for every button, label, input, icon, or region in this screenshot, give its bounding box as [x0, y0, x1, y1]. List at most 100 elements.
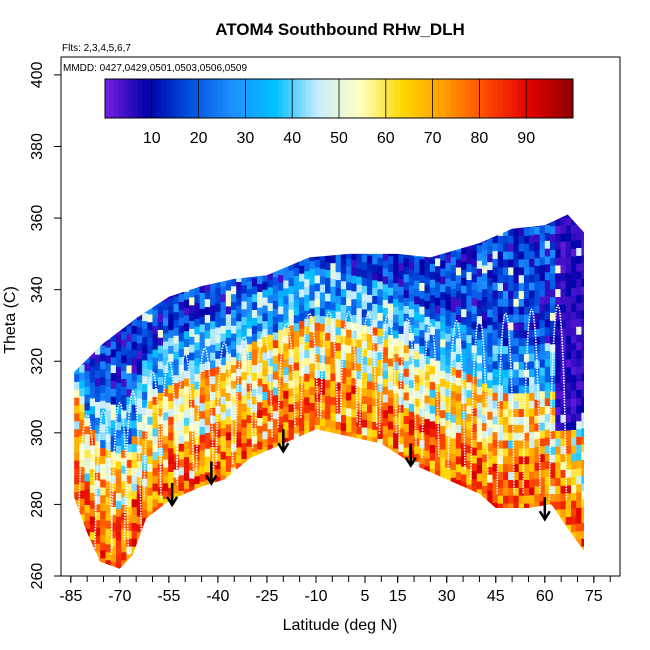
heatmap-cell — [173, 406, 180, 415]
heatmap-cell — [126, 380, 133, 390]
heatmap-cell — [508, 282, 514, 291]
heatmap-cell — [314, 361, 321, 370]
heatmap-cell — [571, 382, 577, 391]
heatmap-cell — [74, 357, 80, 367]
heatmap-cell — [115, 382, 122, 391]
heatmap-cell — [210, 336, 216, 345]
flight-track — [215, 342, 234, 466]
heatmap-cell — [555, 453, 562, 463]
heatmap-cell — [581, 412, 584, 421]
heatmap-cell — [288, 301, 295, 310]
heatmap-cell — [215, 413, 222, 422]
heatmap-cell — [534, 454, 541, 463]
heatmap-cell — [262, 273, 269, 282]
heatmap-cell — [204, 440, 211, 449]
heatmap-cell — [450, 374, 457, 384]
heatmap-cell — [220, 388, 227, 397]
heatmap-cell — [581, 262, 584, 271]
colorbar-segment — [470, 79, 476, 118]
heatmap-cell — [377, 249, 384, 258]
heatmap-cell — [440, 472, 446, 482]
heatmap-cell — [272, 426, 279, 435]
heatmap-cell — [560, 516, 567, 526]
heatmap-cell — [351, 432, 358, 441]
heatmap-cell — [534, 273, 541, 282]
heatmap-cell — [424, 292, 431, 301]
heatmap-cell — [539, 477, 546, 486]
heatmap-cell — [183, 377, 190, 387]
heatmap-cell — [581, 223, 584, 232]
heatmap-cell — [89, 350, 96, 359]
heatmap-cell — [121, 449, 127, 458]
heatmap-cell — [508, 353, 514, 362]
heatmap-cell — [440, 362, 446, 371]
heatmap-cell — [178, 458, 185, 468]
x-tick-label: -10 — [304, 588, 327, 605]
heatmap-cell — [278, 258, 284, 268]
heatmap-cell — [581, 530, 584, 539]
heatmap-cell — [126, 349, 133, 358]
heatmap-cell — [351, 393, 358, 402]
heatmap-cell — [136, 445, 143, 454]
heatmap-cell — [581, 231, 584, 240]
heatmap-cell — [429, 294, 436, 304]
heatmap-layer — [74, 214, 584, 580]
heatmap-cell — [330, 278, 337, 287]
heatmap-cell — [435, 281, 441, 290]
heatmap-cell — [356, 425, 363, 435]
heatmap-cell — [74, 420, 80, 430]
heatmap-cell — [194, 333, 201, 343]
heatmap-cell — [115, 319, 122, 328]
heatmap-cell — [518, 235, 525, 244]
heatmap-cell — [304, 349, 310, 358]
heatmap-cell — [189, 288, 195, 298]
heatmap-cell — [403, 407, 410, 417]
heatmap-cell — [471, 486, 478, 495]
heatmap-cell — [142, 501, 148, 511]
heatmap-cell — [136, 319, 143, 328]
heatmap-cell — [257, 299, 263, 308]
heatmap-cell — [513, 227, 520, 236]
heatmap-cell — [565, 335, 572, 344]
heatmap-cell — [225, 353, 232, 362]
colorbar-frame — [104, 78, 574, 119]
heatmap-cell — [450, 445, 457, 455]
heatmap-cell — [466, 405, 473, 414]
heatmap-cell — [576, 404, 582, 414]
heatmap-cell — [136, 342, 143, 352]
heatmap-cell — [576, 294, 582, 304]
heatmap-cell — [131, 490, 138, 500]
heatmap-cell — [513, 479, 520, 488]
heatmap-cell — [440, 425, 446, 434]
colorbar-tick-label: 40 — [283, 130, 301, 147]
heatmap-cell — [231, 270, 237, 279]
heatmap-cell — [319, 425, 326, 435]
heatmap-cell — [178, 466, 185, 476]
heatmap-cell — [555, 264, 562, 274]
heatmap-cell — [74, 389, 80, 398]
heatmap-cell — [325, 434, 331, 444]
heatmap-cell — [351, 235, 358, 245]
heatmap-cell — [84, 488, 91, 498]
heatmap-cell — [340, 398, 347, 408]
heatmap-cell — [393, 251, 399, 260]
heatmap-cell — [110, 333, 117, 342]
heatmap-cell — [372, 358, 378, 367]
heatmap-cell — [251, 403, 258, 413]
heatmap-cell — [581, 286, 584, 295]
heatmap-cell — [84, 362, 91, 372]
heatmap-cell — [482, 493, 488, 502]
heatmap-cell — [482, 335, 488, 345]
colorbar-segment — [320, 79, 326, 118]
heatmap-cell — [393, 235, 399, 244]
heatmap-cell — [116, 571, 122, 580]
heatmap-cell — [178, 490, 185, 499]
heatmap-cell — [189, 273, 195, 282]
heatmap-cell — [351, 275, 358, 284]
heatmap-cell — [565, 311, 572, 321]
heatmap-cell — [576, 523, 582, 532]
heatmap-cell — [142, 367, 148, 377]
heatmap-cell — [288, 317, 295, 326]
heatmap-cell — [424, 355, 431, 364]
heatmap-cell — [429, 239, 436, 249]
